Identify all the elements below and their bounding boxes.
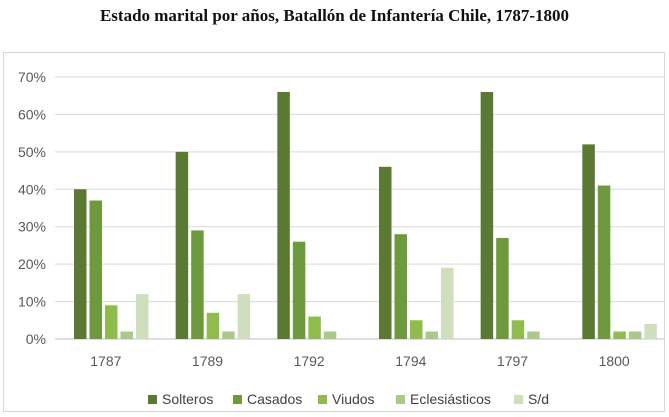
- y-tick-label: 50%: [18, 144, 46, 160]
- bar-viudos-1794: [410, 320, 423, 339]
- bar-solteros-1797: [480, 91, 494, 339]
- legend-swatch: [396, 395, 405, 404]
- x-tick-label: 1787: [90, 353, 121, 369]
- legend-swatch: [514, 395, 523, 404]
- bar-viudos-1797: [511, 320, 525, 339]
- y-tick-label: 40%: [18, 181, 46, 197]
- bar-eclesi-sticos-1797: [527, 331, 540, 339]
- bar-casados-1800: [597, 185, 611, 339]
- bar-eclesi-sticos-1792: [323, 331, 337, 339]
- y-axis: 0% 10% 20% 30% 40% 50% 60% 70%: [18, 69, 46, 347]
- bars: [74, 91, 657, 339]
- x-tick-label: 1789: [192, 353, 223, 369]
- chart-frame: [3, 52, 665, 412]
- gridlines: [55, 76, 665, 340]
- bar-solteros-1787: [74, 189, 87, 339]
- legend-label: Solteros: [162, 391, 213, 407]
- bar-casados-1789: [191, 230, 204, 339]
- x-tick-label: 1794: [395, 353, 426, 369]
- bar-eclesi-sticos-1787: [120, 331, 133, 339]
- bar-s-d-1800: [644, 324, 657, 339]
- x-tick-label: 1800: [599, 353, 630, 369]
- bar-s-d-1794: [441, 267, 454, 339]
- bar-casados-1792: [292, 241, 306, 339]
- legend-swatch: [318, 395, 327, 404]
- bar-viudos-1800: [613, 331, 626, 339]
- bar-viudos-1789: [206, 312, 220, 339]
- x-tick-label: 1792: [294, 353, 325, 369]
- bar-eclesi-sticos-1794: [425, 331, 438, 339]
- bar-solteros-1789: [175, 151, 189, 339]
- bar-viudos-1792: [308, 316, 321, 339]
- y-tick-label: 20%: [18, 256, 46, 272]
- legend-swatch: [148, 395, 157, 404]
- bar-solteros-1794: [379, 166, 392, 339]
- bar-viudos-1787: [105, 305, 118, 339]
- y-tick-label: 0%: [26, 331, 46, 347]
- y-tick-label: 10%: [18, 294, 46, 310]
- y-tick-label: 60%: [18, 106, 46, 122]
- legend-label: Viudos: [332, 391, 375, 407]
- y-tick-label: 30%: [18, 219, 46, 235]
- chart-title: Estado marital por años, Batallón de Inf…: [99, 6, 570, 25]
- bar-casados-1797: [496, 237, 509, 339]
- bar-s-d-1789: [237, 294, 251, 339]
- legend: Solteros Casados Viudos Eclesiásticos S/d: [148, 391, 549, 407]
- bar-casados-1794: [394, 234, 407, 339]
- bar-eclesi-sticos-1789: [222, 331, 235, 339]
- bar-solteros-1792: [277, 91, 290, 339]
- legend-label: S/d: [528, 391, 549, 407]
- bar-eclesi-sticos-1800: [628, 331, 642, 339]
- bar-casados-1787: [89, 200, 102, 339]
- x-axis: 1787 1789 1792 1794 1797 1800: [90, 353, 630, 369]
- bar-solteros-1800: [582, 144, 595, 339]
- legend-swatch: [233, 395, 242, 404]
- legend-label: Eclesiásticos: [410, 391, 491, 407]
- bar-s-d-1787: [136, 294, 149, 339]
- x-tick-label: 1797: [497, 353, 528, 369]
- y-tick-label: 70%: [18, 69, 46, 85]
- legend-label: Casados: [247, 391, 302, 407]
